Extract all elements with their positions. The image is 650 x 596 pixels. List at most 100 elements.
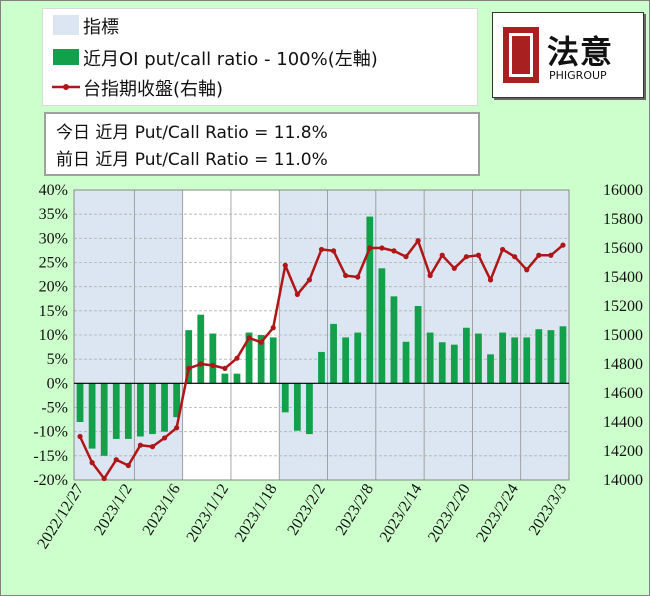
left-tick-label: 35% (39, 206, 68, 223)
taiex-point-3 (113, 457, 119, 463)
bar-13 (233, 373, 241, 384)
bar-5 (137, 383, 144, 437)
taiex-point-28 (415, 238, 421, 244)
bar-8 (173, 383, 181, 418)
taiex-point-0 (77, 433, 83, 440)
taiex-point-37 (524, 267, 530, 273)
taiex-point-17 (282, 262, 288, 268)
taiex-point-36 (512, 254, 518, 260)
bar-23 (354, 332, 362, 384)
bar-26 (390, 296, 398, 384)
taiex-point-22 (343, 272, 349, 279)
taiex-point-31 (451, 265, 457, 271)
x-tick-label: 2023/2/24 (473, 481, 522, 545)
legend: 指標 近月OI put/call ratio - 100%(左軸) 台指期收盤(… (42, 8, 478, 106)
taiex-point-35 (499, 246, 506, 253)
bar-7 (161, 383, 168, 432)
left-tick-label: 10% (39, 327, 68, 344)
phigroup-logo: 法意 PHIGROUP (492, 12, 644, 98)
bar-35 (499, 332, 506, 384)
bar-11 (209, 333, 217, 384)
taiex-point-26 (391, 248, 397, 254)
bar-6 (149, 383, 156, 435)
bar-18 (293, 383, 301, 431)
x-axis-ticks: 2022/12/27 2023/1/2 2023/1/6 2023/1/12 2023/… (34, 481, 570, 552)
bar-0 (76, 383, 84, 422)
taiex-line-series (77, 238, 566, 482)
left-tick-label: -10% (33, 424, 68, 441)
x-tick-label: 2023/2/2 (284, 481, 329, 538)
taiex-point-24 (367, 245, 373, 251)
left-tick-label: 5% (47, 351, 68, 368)
bar-21 (330, 323, 337, 384)
right-tick-label: 15000 (603, 327, 643, 344)
legend-line-swatch (52, 84, 80, 90)
x-tick-label: 2023/2/8 (333, 481, 378, 538)
left-tick-label: 0% (47, 375, 68, 392)
taiex-point-13 (234, 355, 240, 361)
bar-40 (559, 326, 567, 384)
bar-4 (124, 383, 132, 439)
legend-bar-swatch (53, 49, 79, 65)
left-tick-label: 25% (39, 255, 68, 272)
bar-24 (366, 216, 374, 384)
x-tick-label: 2023/1/6 (139, 481, 184, 538)
taiex-point-4 (125, 462, 131, 469)
left-tick-label: -5% (41, 400, 68, 417)
bar-3 (112, 383, 120, 439)
right-tick-label: 14400 (603, 414, 643, 431)
taiex-point-14 (246, 335, 252, 341)
bar-28 (414, 306, 422, 384)
bar-22 (342, 337, 350, 384)
taiex-point-15 (258, 339, 264, 345)
taiex-point-23 (355, 274, 361, 280)
bar-15 (257, 335, 265, 384)
legend-bar-label: 近月OI put/call ratio - 100%(左軸) (83, 49, 378, 70)
taiex-point-25 (379, 245, 385, 251)
bar-12 (221, 373, 229, 384)
taiex-point-40 (560, 242, 566, 248)
logo-chinese-text: 法意 (547, 33, 614, 71)
taiex-point-33 (475, 252, 482, 258)
right-tick-label: 15200 (603, 298, 643, 315)
bar-1 (88, 383, 96, 449)
bar-2 (100, 383, 108, 456)
x-tick-label: 2023/1/18 (232, 481, 281, 545)
bar-16 (269, 337, 277, 384)
taiex-point-6 (149, 444, 156, 450)
plot-border (73, 189, 570, 481)
bar-14 (245, 332, 253, 384)
taiex-point-19 (306, 277, 313, 283)
stat-previous: 前日 近月 Put/Call Ratio = 11.0% (56, 150, 328, 170)
legend-line-label: 台指期收盤(右軸) (83, 79, 224, 100)
bar-38 (535, 329, 543, 384)
bar-30 (438, 342, 446, 384)
left-tick-label: 40% (39, 182, 68, 199)
x-tick-label: 2023/3/3 (526, 481, 571, 538)
bar-39 (547, 330, 555, 384)
right-tick-label: 14800 (603, 356, 643, 373)
bar-32 (462, 327, 470, 384)
right-tick-label: 15400 (603, 269, 643, 286)
bar-9 (185, 330, 193, 384)
taiex-point-12 (222, 365, 228, 371)
taiex-point-1 (89, 460, 95, 466)
left-tick-label: -20% (33, 472, 68, 489)
logo-mark-icon (503, 27, 539, 83)
right-axis-ticks: 14000 14200 14400 14600 14800 15000 15200 15400… (603, 182, 643, 489)
left-tick-label: 15% (39, 303, 68, 320)
taiex-point-11 (210, 362, 216, 369)
right-tick-label: 14000 (603, 472, 643, 489)
bar-17 (281, 383, 289, 413)
bar-25 (378, 268, 386, 384)
stats-box: 今日 近月 Put/Call Ratio = 11.8% 前日 近月 Put/C… (44, 112, 480, 176)
taiex-point-39 (548, 252, 554, 258)
taiex-point-16 (270, 325, 276, 331)
x-tick-label: 2022/12/27 (34, 481, 87, 552)
taiex-point-5 (137, 442, 144, 448)
taiex-point-7 (161, 435, 168, 441)
taiex-point-9 (186, 365, 192, 371)
left-tick-label: -15% (33, 448, 68, 465)
taiex-point-30 (439, 252, 445, 258)
